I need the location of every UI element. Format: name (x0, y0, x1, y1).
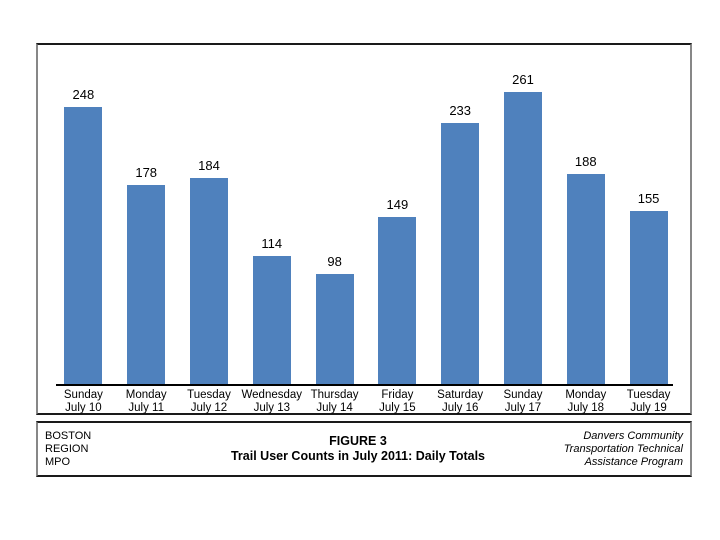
x-axis-label: Wednesday July 13 (241, 389, 303, 414)
bars-row: 248 178 184 114 98 149 233 261 188 155 (52, 54, 680, 384)
bar-column: 114 (240, 237, 303, 384)
bar-column: 248 (52, 88, 115, 384)
x-axis-label: Monday July 18 (565, 389, 607, 414)
figure-caption: FIGURE 3 Trail User Counts in July 2011:… (195, 434, 521, 464)
program-name-block: Danvers Community Transportation Technic… (521, 430, 690, 469)
bar (127, 185, 166, 384)
bar (252, 256, 291, 384)
program-name-line: Transportation Technical (563, 442, 683, 455)
bar-column: 178 (115, 166, 178, 384)
bar (378, 217, 417, 384)
x-axis-label: Saturday July 16 (437, 389, 484, 414)
bar-column: 261 (492, 73, 555, 384)
x-axis-label: Sunday July 10 (63, 389, 103, 414)
x-axis-label: Thursday July 14 (310, 389, 359, 414)
bar-value-label: 178 (135, 165, 158, 180)
bar (629, 211, 668, 384)
bar-value-label: 188 (574, 154, 597, 169)
bar-value-label: 114 (261, 236, 283, 251)
x-axis-line (56, 384, 673, 386)
program-name-line: Danvers Community (583, 429, 683, 442)
x-axis-label: Friday July 15 (379, 389, 416, 414)
bar-value-label: 184 (198, 158, 220, 173)
bar-value-label: 233 (449, 103, 472, 118)
bar-column: 155 (617, 192, 680, 384)
figure-number: FIGURE 3 (329, 434, 387, 448)
x-axis-labels-row: Sunday July 10 Monday July 11 Tuesday July 12… (52, 386, 680, 414)
program-name-line: Assistance Program (584, 455, 683, 468)
bar (441, 123, 480, 384)
bar-value-label: 155 (637, 191, 660, 206)
bar (64, 107, 103, 384)
bar (315, 274, 354, 384)
x-axis-label: Tuesday July 19 (626, 389, 671, 414)
org-name-line: BOSTON (45, 429, 92, 442)
bar-column: 233 (429, 104, 492, 384)
org-name-line: MPO (45, 455, 71, 468)
bar (189, 178, 228, 384)
figure-title: Trail User Counts in July 2011: Daily To… (230, 449, 486, 463)
figure-title-block: BOSTON REGION MPO FIGURE 3 Trail User Co… (36, 421, 692, 477)
bar-column: 149 (366, 198, 429, 384)
bar-value-label: 261 (512, 72, 534, 87)
bar-value-label: 149 (386, 197, 409, 212)
bar-column: 188 (554, 155, 617, 384)
bar (503, 92, 542, 384)
bar-column: 98 (303, 255, 366, 384)
chart-frame: 248 178 184 114 98 149 233 261 188 155 Sunday July… (36, 43, 692, 415)
org-name-line: REGION (45, 442, 89, 455)
x-axis-label: Monday July 11 (125, 389, 167, 414)
bar-column: 184 (178, 159, 241, 384)
x-axis-label: Tuesday July 12 (187, 389, 231, 414)
x-axis-label: Sunday July 17 (503, 389, 543, 414)
org-name-block: BOSTON REGION MPO (38, 430, 195, 469)
bar (566, 174, 605, 384)
bar-value-label: 98 (327, 254, 342, 269)
bar-value-label: 248 (72, 87, 95, 102)
